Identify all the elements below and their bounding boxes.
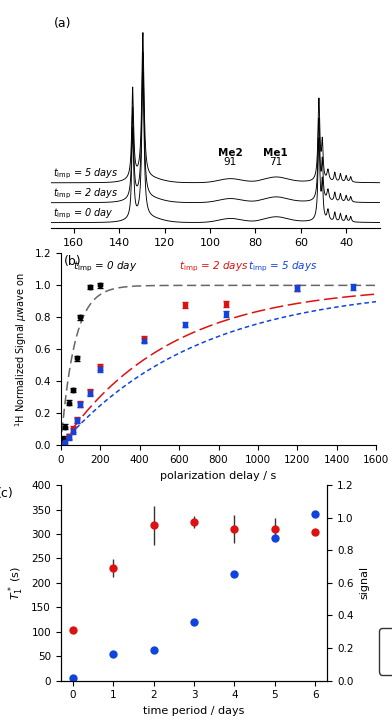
Text: $t_\mathrm{imp}$ = 0 day: $t_\mathrm{imp}$ = 0 day [73,260,137,274]
X-axis label: $^{13}$C chemical shift / ppm: $^{13}$C chemical shift / ppm [147,253,284,272]
Y-axis label: $T_1^*$ (s): $T_1^*$ (s) [6,566,26,599]
Text: 91: 91 [224,157,237,167]
Text: 71: 71 [269,157,282,167]
Text: (b): (b) [64,256,82,269]
Text: $t_\mathrm{imp}$ = 2 days: $t_\mathrm{imp}$ = 2 days [179,260,249,274]
X-axis label: time period / days: time period / days [143,706,245,716]
Text: $t_\mathrm{imp}$ = 0 day: $t_\mathrm{imp}$ = 0 day [53,207,114,222]
Y-axis label: signal: signal [359,566,369,599]
Text: $t_\mathrm{imp}$ = 5 days: $t_\mathrm{imp}$ = 5 days [53,167,119,181]
Y-axis label: $^{1}$H Normalized Signal $\mu$wave on: $^{1}$H Normalized Signal $\mu$wave on [13,272,29,427]
Text: Me1: Me1 [263,148,288,159]
X-axis label: polarization delay / s: polarization delay / s [160,471,277,481]
Text: Me2: Me2 [218,148,243,159]
Text: $t_\mathrm{imp}$ = 5 days: $t_\mathrm{imp}$ = 5 days [248,260,318,274]
Legend: $T_1^*$, signal: $T_1^*$, signal [382,631,392,671]
Text: (a): (a) [54,17,72,30]
Text: (c): (c) [0,487,14,500]
Text: $t_\mathrm{imp}$ = 2 days: $t_\mathrm{imp}$ = 2 days [53,187,119,201]
